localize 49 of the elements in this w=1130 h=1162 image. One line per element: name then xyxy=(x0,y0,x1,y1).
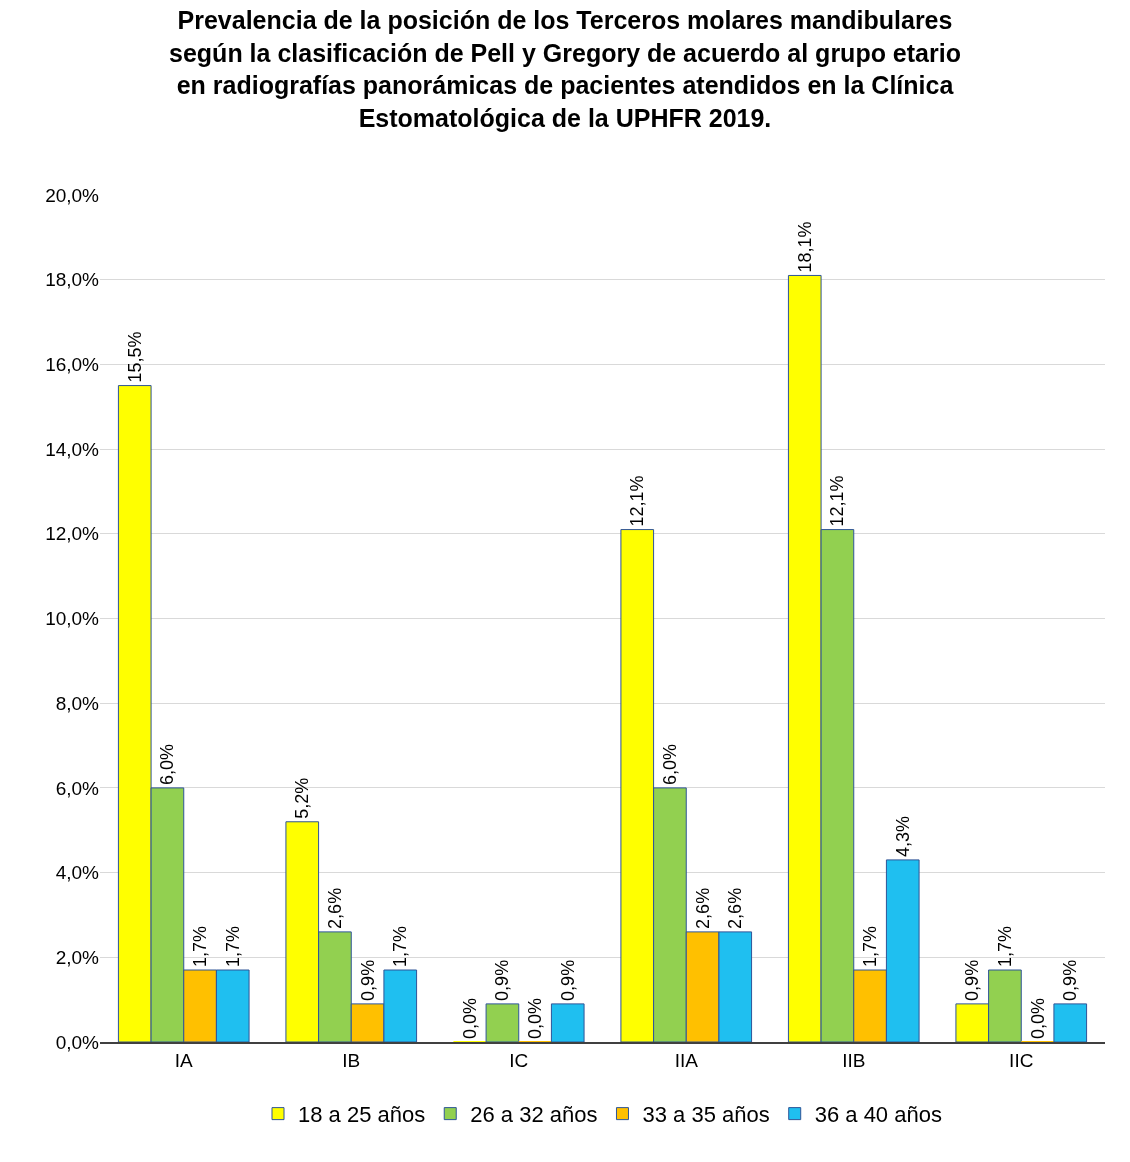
data-label: 1,7% xyxy=(994,925,1015,968)
bar xyxy=(550,1003,585,1042)
data-label: 2,6% xyxy=(324,887,345,929)
x-tick-label: IC xyxy=(509,1049,529,1071)
y-tick-label: 14,0% xyxy=(45,438,100,460)
x-tick-label: IIC xyxy=(1009,1049,1034,1071)
legend-label: 18 a 25 años xyxy=(298,1102,426,1128)
chart-title: Prevalencia de la posición de los Terceros molares mandibulares según la clasificación de Pell y Gregory de acuerdo al grupo etario en radiografías panorámicas de pacientes atendidos en la Clínica Estomatológica de la UPHFR 2019. xyxy=(169,6,961,132)
x-tick-label: IIA xyxy=(674,1049,699,1071)
y-tick-label: 16,0% xyxy=(45,354,100,376)
data-label: 0,9% xyxy=(357,959,378,1001)
data-label: 0,9% xyxy=(492,959,513,1001)
data-label: 0,0% xyxy=(1027,997,1048,1039)
legend-label: 33 a 35 años xyxy=(642,1102,770,1128)
data-label: 15,5% xyxy=(124,331,145,383)
y-tick-label: 0,0% xyxy=(55,1031,100,1053)
data-label: 6,0% xyxy=(157,743,178,785)
data-label: 0,0% xyxy=(525,997,546,1039)
y-tick-label: 2,0% xyxy=(55,946,100,968)
bar xyxy=(1053,1003,1088,1042)
data-label: 2,6% xyxy=(692,887,713,929)
data-label: 4,3% xyxy=(892,815,913,857)
data-label: 1,7% xyxy=(390,925,411,968)
y-tick-label: 12,0% xyxy=(45,523,100,545)
data-label: 0,9% xyxy=(1060,959,1081,1001)
data-label: 0,9% xyxy=(962,959,983,1001)
x-tick-label: IIB xyxy=(842,1049,866,1071)
data-label: 2,6% xyxy=(725,887,746,929)
data-label: 12,1% xyxy=(827,475,848,527)
x-tick-label: IA xyxy=(174,1049,194,1071)
data-label: 5,2% xyxy=(292,777,313,819)
legend-label: 26 a 32 años xyxy=(470,1102,598,1128)
legend-label: 36 a 40 años xyxy=(814,1102,942,1128)
data-label: 6,0% xyxy=(659,743,680,785)
y-tick-label: 20,0% xyxy=(45,184,100,206)
data-label: 1,7% xyxy=(190,925,211,968)
data-label: 0,9% xyxy=(557,959,578,1001)
data-label: 1,7% xyxy=(860,925,881,968)
y-tick-label: 6,0% xyxy=(55,777,100,799)
data-label: 12,1% xyxy=(627,475,648,527)
y-tick-label: 4,0% xyxy=(55,862,100,884)
x-tick-label: IB xyxy=(342,1049,361,1071)
bar xyxy=(485,1003,520,1042)
y-tick-label: 18,0% xyxy=(45,269,100,291)
data-label: 1,7% xyxy=(222,925,243,968)
data-label: 18,1% xyxy=(794,221,815,273)
y-tick-label: 10,0% xyxy=(45,608,100,630)
y-tick-label: 8,0% xyxy=(55,692,100,714)
data-label: 0,0% xyxy=(459,997,480,1039)
